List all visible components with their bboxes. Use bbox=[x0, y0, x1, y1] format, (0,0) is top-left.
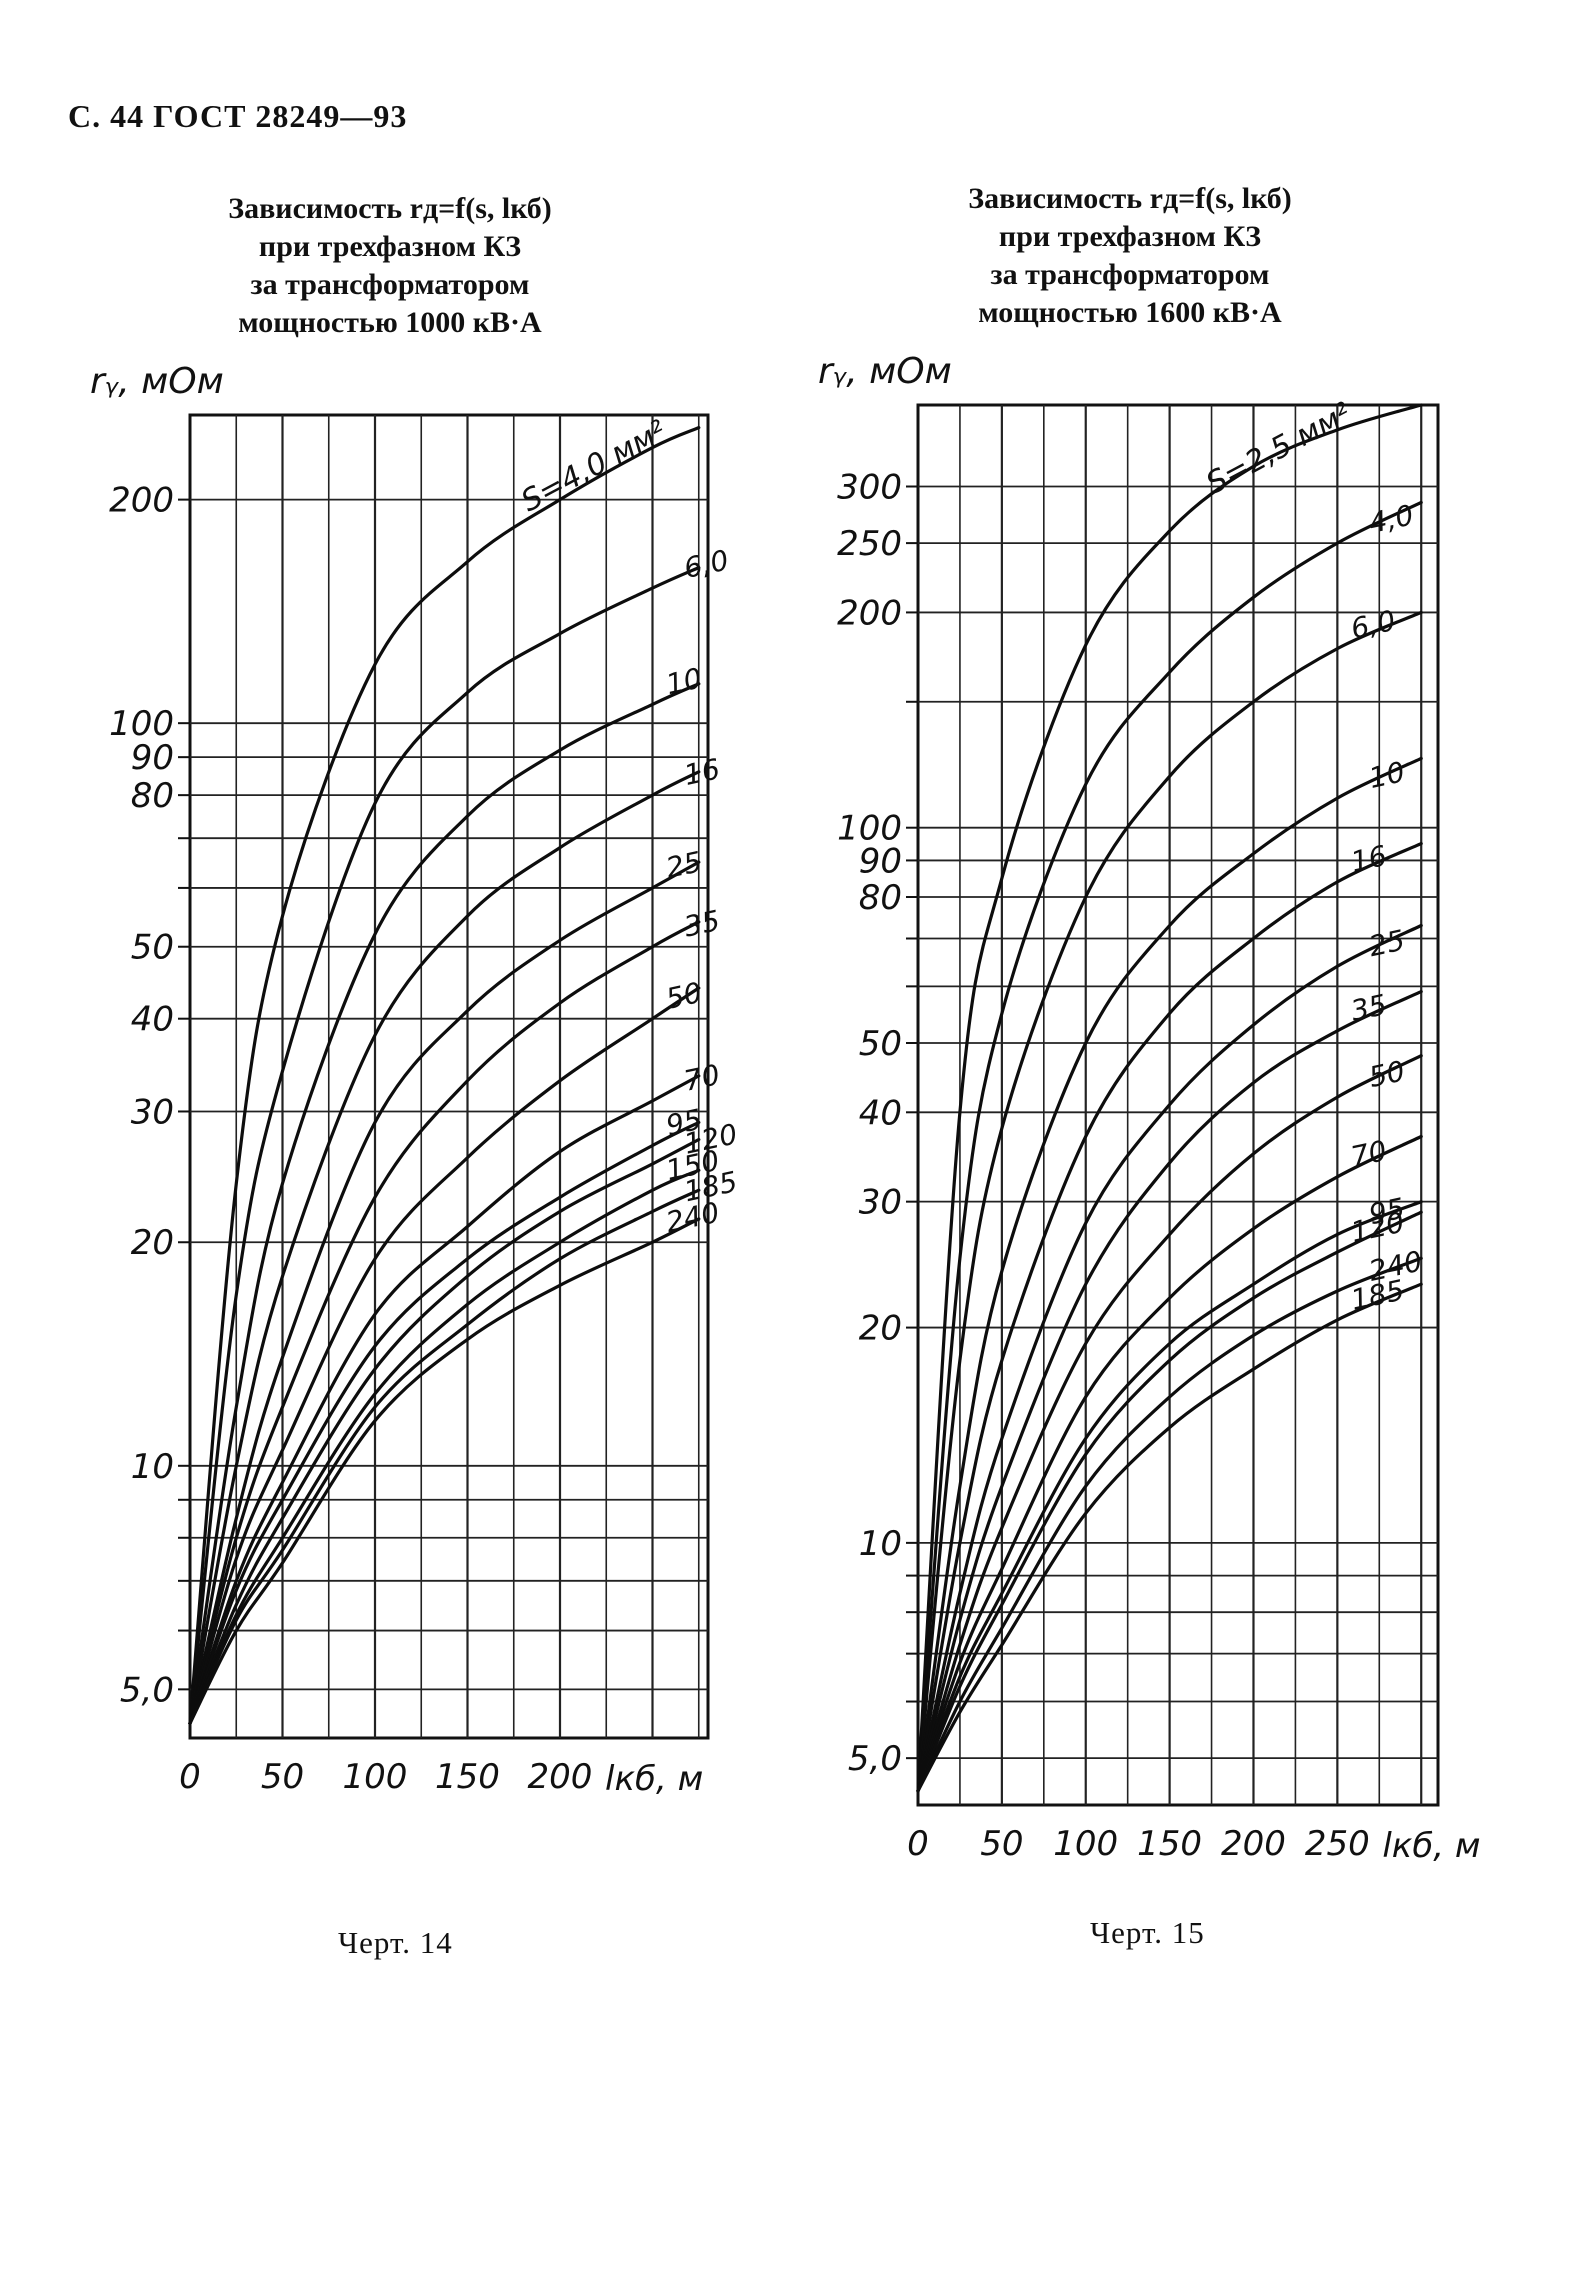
chart-1-y-tick-label: 5,0 bbox=[120, 1670, 174, 1710]
chart-1-y-tick-label: 10 bbox=[131, 1447, 174, 1487]
chart-2-x-tick-label: 200 bbox=[1221, 1824, 1286, 1864]
chart-2-series-line bbox=[916, 1200, 1423, 1793]
chart-2-y-tick-label: 100 bbox=[837, 809, 902, 849]
chart-2-series-label: 95 bbox=[1366, 1192, 1408, 1232]
chart-2-y-tick-label: 30 bbox=[859, 1183, 902, 1223]
chart-2-y-tick-label: 40 bbox=[859, 1093, 902, 1133]
chart-1-series-label: 16 bbox=[681, 752, 723, 792]
chart-1-y-tick-label: 30 bbox=[131, 1092, 174, 1132]
chart-2-x-tick-label: 150 bbox=[1137, 1824, 1202, 1864]
chart-2-series-label: 10 bbox=[1366, 755, 1408, 795]
chart-2-y-axis-label: rᵧ, мОм bbox=[818, 351, 952, 392]
chart-2-series-label: 35 bbox=[1348, 988, 1390, 1028]
chart-1-series-line bbox=[188, 920, 701, 1725]
chart-1-series-line bbox=[188, 1074, 701, 1725]
chart-2-y-tick-label: 10 bbox=[859, 1524, 902, 1564]
page-header: С. 44 ГОСТ 28249—93 bbox=[68, 98, 408, 134]
chart-1-series-label: 25 bbox=[663, 845, 705, 885]
chart-2-y-tick-label: 50 bbox=[859, 1024, 902, 1064]
chart-2-y-tick-label: 5,0 bbox=[848, 1739, 902, 1779]
chart-2-title: Зависимость rд=f(s, lкб) при трехфазном … bbox=[900, 180, 1360, 332]
chart-2-series-line bbox=[916, 1282, 1423, 1793]
chart-1-x-axis-label: lкб, м bbox=[605, 1759, 703, 1799]
chart-1-series-line bbox=[188, 682, 701, 1725]
chart-1-y-tick-label: 80 bbox=[131, 776, 174, 816]
chart-2-x-tick-label: 100 bbox=[1053, 1824, 1118, 1864]
chart-2-y-tick-label: 250 bbox=[837, 524, 902, 564]
chart-2-series-line bbox=[916, 610, 1423, 1793]
chart-2-y-tick-label: 90 bbox=[859, 841, 902, 881]
chart-1-caption: Черт. 14 bbox=[338, 1925, 453, 1960]
chart-1-title-line: при трехфазном КЗ bbox=[258, 230, 522, 263]
chart-2-series-line bbox=[916, 1256, 1423, 1793]
chart-1-y-tick-label: 40 bbox=[131, 1000, 174, 1040]
chart-1-series-line bbox=[188, 426, 701, 1725]
chart-1-y-tick-label: 50 bbox=[131, 928, 174, 968]
chart-2-series-label: 70 bbox=[1348, 1134, 1390, 1174]
chart-2-series-label: 25 bbox=[1366, 923, 1408, 963]
chart-1-series-label: 95 bbox=[663, 1103, 705, 1143]
chart-2-series-label: 16 bbox=[1348, 839, 1390, 879]
chart-2-series-line bbox=[916, 1210, 1423, 1793]
chart-1-series-line bbox=[188, 1120, 701, 1725]
chart-1-series-line bbox=[188, 1137, 701, 1725]
chart-1-y-tick-label: 20 bbox=[131, 1223, 174, 1263]
chart-2-series-label: 4,0 bbox=[1366, 498, 1416, 540]
chart-1-y-axis-label: rᵧ, мОм bbox=[90, 361, 224, 402]
chart-1-series-label: 35 bbox=[681, 904, 723, 944]
chart-2-y-tick-label: 300 bbox=[837, 467, 902, 507]
chart-1-x-tick-label: 50 bbox=[261, 1757, 304, 1797]
chart-2-title-line: мощностью 1600 кВ·А bbox=[978, 296, 1282, 329]
chart-2-series-line bbox=[916, 842, 1423, 1793]
chart-2-caption: Черт. 15 bbox=[1090, 1915, 1205, 1950]
chart-1-y-tick-label: 200 bbox=[109, 481, 174, 521]
chart-1-x-tick-label: 150 bbox=[435, 1757, 500, 1797]
chart-2-series-line bbox=[916, 756, 1423, 1793]
chart-2-y-tick-label: 200 bbox=[837, 593, 902, 633]
chart-1-title-line: мощностью 1000 кВ·А bbox=[238, 306, 542, 339]
chart-1-x-tick-label: 100 bbox=[343, 1757, 408, 1797]
chart-2-frame bbox=[916, 403, 1440, 1807]
chart-1-series-line bbox=[188, 860, 701, 1725]
chart-2-x-axis-label: lкб, м bbox=[1382, 1826, 1480, 1866]
chart-2-y-tick-label: 20 bbox=[859, 1309, 902, 1349]
chart-2-y-tick-label: 80 bbox=[859, 878, 902, 918]
chart-1-title: Зависимость rд=f(s, lкб) при трехфазном … bbox=[160, 190, 620, 342]
chart-1-series-label: 70 bbox=[681, 1058, 723, 1098]
chart-1-series-line bbox=[188, 770, 701, 1725]
chart-2-series-label: 185 bbox=[1348, 1273, 1407, 1316]
chart-1-series-line bbox=[188, 986, 701, 1725]
chart-1-series-label: 10 bbox=[663, 662, 705, 702]
chart-2-x-tick-label: 250 bbox=[1305, 1824, 1370, 1864]
chart-2-x-tick-label: 50 bbox=[980, 1824, 1023, 1864]
chart-1-y-tick-label: 100 bbox=[109, 704, 174, 744]
chart-1-series-line bbox=[188, 1188, 701, 1725]
chart-2-series-label: 50 bbox=[1366, 1054, 1408, 1094]
chart-2-title-line: при трехфазном КЗ bbox=[998, 220, 1262, 253]
chart-2-series-line bbox=[916, 1134, 1423, 1793]
chart-2-title-line: Зависимость rд=f(s, lкб) bbox=[968, 182, 1292, 215]
chart-2-series-line bbox=[916, 923, 1423, 1793]
chart-1-x-tick-label: 200 bbox=[528, 1757, 593, 1797]
chart-1-series-line bbox=[188, 566, 701, 1725]
chart-1-series-label: 50 bbox=[663, 976, 705, 1016]
chart-1-x-tick-label: 0 bbox=[179, 1757, 201, 1797]
chart-1-series-line bbox=[188, 1217, 701, 1725]
chart-2-series-line bbox=[916, 1054, 1423, 1793]
chart-2-title-line: за трансформатором bbox=[990, 258, 1270, 291]
chart-1-frame bbox=[188, 413, 710, 1740]
chart-1-series-line bbox=[188, 1168, 701, 1725]
chart-2-series-label: 120 bbox=[1348, 1206, 1407, 1249]
chart-1-y-tick-label: 90 bbox=[131, 738, 174, 778]
chart-2-series-label: 6,0 bbox=[1348, 604, 1398, 646]
chart-2-series-line bbox=[916, 990, 1423, 1793]
chart-2-series-line bbox=[916, 403, 1423, 1793]
chart-2-series-line bbox=[916, 500, 1423, 1793]
chart-2-x-tick-label: 0 bbox=[907, 1824, 929, 1864]
chart-1-title-line: за трансформатором bbox=[250, 268, 530, 301]
chart-1-title-line: Зависимость rд=f(s, lкб) bbox=[228, 192, 552, 225]
